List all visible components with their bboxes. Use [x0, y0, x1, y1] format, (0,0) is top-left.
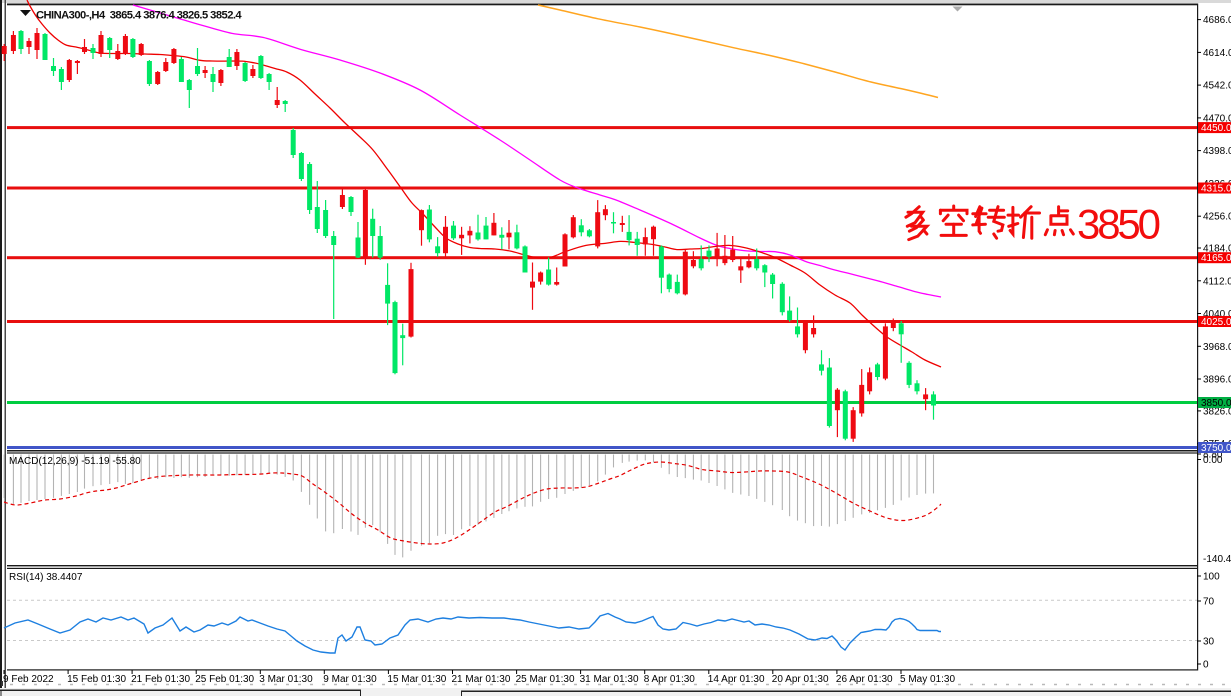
svg-text:4686.0: 4686.0	[1203, 15, 1231, 26]
svg-text:21 Feb 01:30: 21 Feb 01:30	[131, 674, 190, 685]
svg-text:25 Mar 01:30: 25 Mar 01:30	[516, 674, 575, 685]
svg-text:4184.0: 4184.0	[1203, 244, 1231, 255]
svg-text:4165.0: 4165.0	[1201, 253, 1231, 264]
svg-text:4542.0: 4542.0	[1203, 81, 1231, 92]
svg-text:3 Mar 01:30: 3 Mar 01:30	[259, 674, 313, 685]
svg-text:MACD(12,26,9) -51.19 -55.80: MACD(12,26,9) -51.19 -55.80	[9, 456, 141, 467]
svg-text:8 Apr 01:30: 8 Apr 01:30	[644, 674, 696, 685]
svg-text:0.00: 0.00	[1203, 455, 1223, 466]
svg-text:4398.0: 4398.0	[1203, 146, 1231, 157]
svg-text:25 Feb 01:30: 25 Feb 01:30	[195, 674, 254, 685]
svg-text:4450.0: 4450.0	[1201, 123, 1231, 134]
svg-text:8.80: 8.80	[1203, 450, 1223, 461]
svg-text:15 Feb 01:30: 15 Feb 01:30	[67, 674, 126, 685]
svg-text:9 Feb 2022: 9 Feb 2022	[3, 674, 54, 685]
svg-text:31 Mar 01:30: 31 Mar 01:30	[580, 674, 639, 685]
svg-text:3896.0: 3896.0	[1203, 375, 1231, 386]
svg-text:3826.0: 3826.0	[1203, 406, 1231, 417]
svg-text:4470.0: 4470.0	[1203, 113, 1231, 124]
svg-text:4614.0: 4614.0	[1203, 48, 1231, 59]
svg-text:3750.0: 3750.0	[1201, 443, 1231, 454]
svg-text:14 Apr 01:30: 14 Apr 01:30	[708, 674, 765, 685]
svg-text:15 Mar 01:30: 15 Mar 01:30	[387, 674, 446, 685]
svg-text:4315.0: 4315.0	[1201, 184, 1231, 195]
svg-text:3968.0: 3968.0	[1203, 342, 1231, 353]
svg-text:3850: 3850	[1077, 201, 1161, 248]
svg-text:0: 0	[1203, 660, 1209, 671]
svg-text:9 Mar 01:30: 9 Mar 01:30	[323, 674, 377, 685]
svg-text:CHINA300-,H4 3865.4 3876.4 38: CHINA300-,H4 3865.4 3876.4 3826.5 3852.4	[36, 10, 242, 22]
svg-text:70: 70	[1203, 597, 1215, 608]
svg-text:20 Apr 01:30: 20 Apr 01:30	[772, 674, 829, 685]
svg-text:-140.44: -140.44	[1203, 554, 1231, 565]
svg-text:21 Mar 01:30: 21 Mar 01:30	[452, 674, 511, 685]
svg-text:30: 30	[1203, 637, 1215, 648]
svg-text:4256.0: 4256.0	[1203, 212, 1231, 223]
svg-text:RSI(14) 38.4407: RSI(14) 38.4407	[9, 572, 83, 583]
svg-text:26 Apr 01:30: 26 Apr 01:30	[836, 674, 893, 685]
svg-text:3850.0: 3850.0	[1201, 398, 1231, 409]
svg-text:4112.0: 4112.0	[1203, 276, 1231, 287]
svg-text:4040.0: 4040.0	[1203, 309, 1231, 320]
svg-text:4025.0: 4025.0	[1201, 317, 1231, 328]
svg-text:5 May 01:30: 5 May 01:30	[900, 674, 955, 685]
svg-text:100: 100	[1203, 572, 1220, 583]
